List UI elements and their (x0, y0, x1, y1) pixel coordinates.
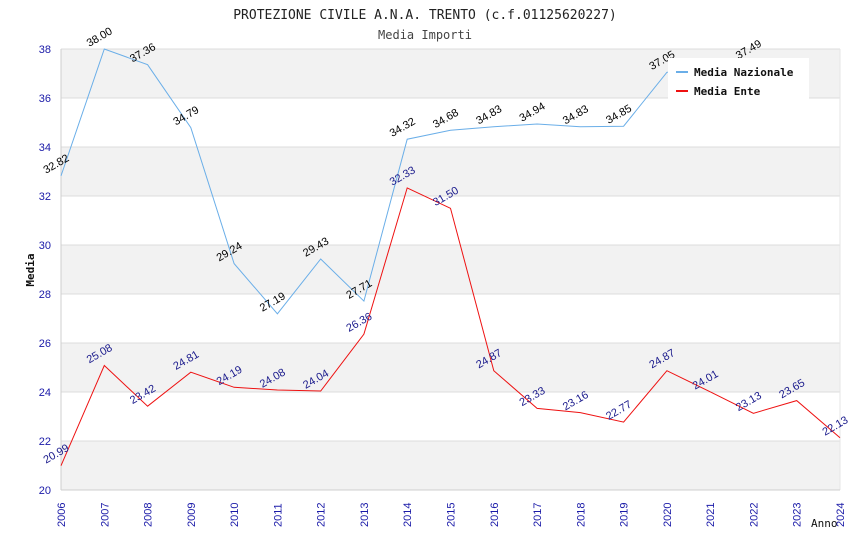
legend-box (668, 58, 809, 101)
y-tick-label: 28 (39, 289, 51, 301)
x-tick-label: 2006 (56, 503, 68, 527)
y-tick-label: 22 (39, 436, 51, 448)
x-tick-label: 2007 (99, 503, 111, 527)
y-tick-label: 36 (39, 93, 51, 105)
background-bands (61, 49, 840, 490)
x-tick-label: 2014 (402, 503, 414, 527)
chart-title: PROTEZIONE CIVILE A.N.A. TRENTO (c.f.011… (233, 8, 617, 23)
x-axis-label: Anno (811, 517, 838, 530)
data-label: 34.94 (518, 100, 548, 124)
y-tick-label: 30 (39, 240, 51, 252)
legend-entry: Media Nazionale (694, 66, 794, 79)
x-tick-label: 2015 (446, 503, 458, 527)
data-label: 34.68 (431, 107, 461, 131)
data-label: 22.77 (604, 399, 634, 423)
data-label: 23.16 (561, 389, 591, 413)
x-tick-label: 2009 (186, 503, 198, 527)
y-tick-label: 20 (39, 485, 51, 497)
data-label: 26.36 (344, 311, 374, 335)
x-tick-label: 2017 (532, 503, 544, 527)
data-label: 34.85 (604, 103, 634, 127)
y-tick-label: 26 (39, 338, 51, 350)
legend-entry: Media Ente (694, 85, 761, 98)
background-band (61, 147, 840, 196)
legend: Media Nazionale Media Ente (668, 58, 809, 101)
y-axis-label: Media (24, 253, 37, 286)
data-label: 34.83 (561, 103, 591, 127)
data-label: 23.13 (734, 390, 764, 414)
series-line (60, 48, 754, 315)
y-tick-label: 32 (39, 191, 51, 203)
x-tick-label: 2011 (272, 503, 284, 527)
background-band (61, 441, 840, 490)
x-tick-label: 2019 (619, 503, 631, 527)
x-tick-label: 2013 (359, 503, 371, 527)
data-label: 22.13 (821, 414, 850, 438)
gridlines (60, 48, 841, 491)
data-label: 34.83 (474, 103, 504, 127)
x-tick-label: 2012 (316, 503, 328, 527)
series-line (60, 187, 841, 466)
x-tick-label: 2021 (705, 503, 717, 527)
data-label: 38.00 (85, 25, 115, 49)
series-lines (60, 48, 841, 466)
x-tick-label: 2022 (748, 503, 760, 527)
y-axis-ticks: 20 22 24 26 28 30 32 34 36 38 (39, 44, 51, 497)
y-tick-label: 38 (39, 44, 51, 56)
x-axis-ticks: 2006 2007 2008 2009 2010 2011 2012 2013 2014 2015… (56, 503, 847, 527)
x-tick-label: 2020 (662, 503, 674, 527)
x-tick-label: 2023 (792, 503, 804, 527)
background-band (61, 343, 840, 392)
background-band (61, 245, 840, 294)
data-label: 34.32 (388, 116, 418, 140)
x-tick-label: 2018 (575, 503, 587, 527)
y-tick-label: 34 (39, 142, 51, 154)
x-tick-label: 2016 (489, 503, 501, 527)
x-tick-label: 2008 (143, 503, 155, 527)
x-tick-label: 2024 (835, 503, 847, 527)
data-label: 34.79 (171, 104, 201, 128)
y-tick-label: 24 (39, 387, 51, 399)
chart-subtitle: Media Importi (378, 28, 472, 42)
x-tick-label: 2010 (229, 503, 241, 527)
